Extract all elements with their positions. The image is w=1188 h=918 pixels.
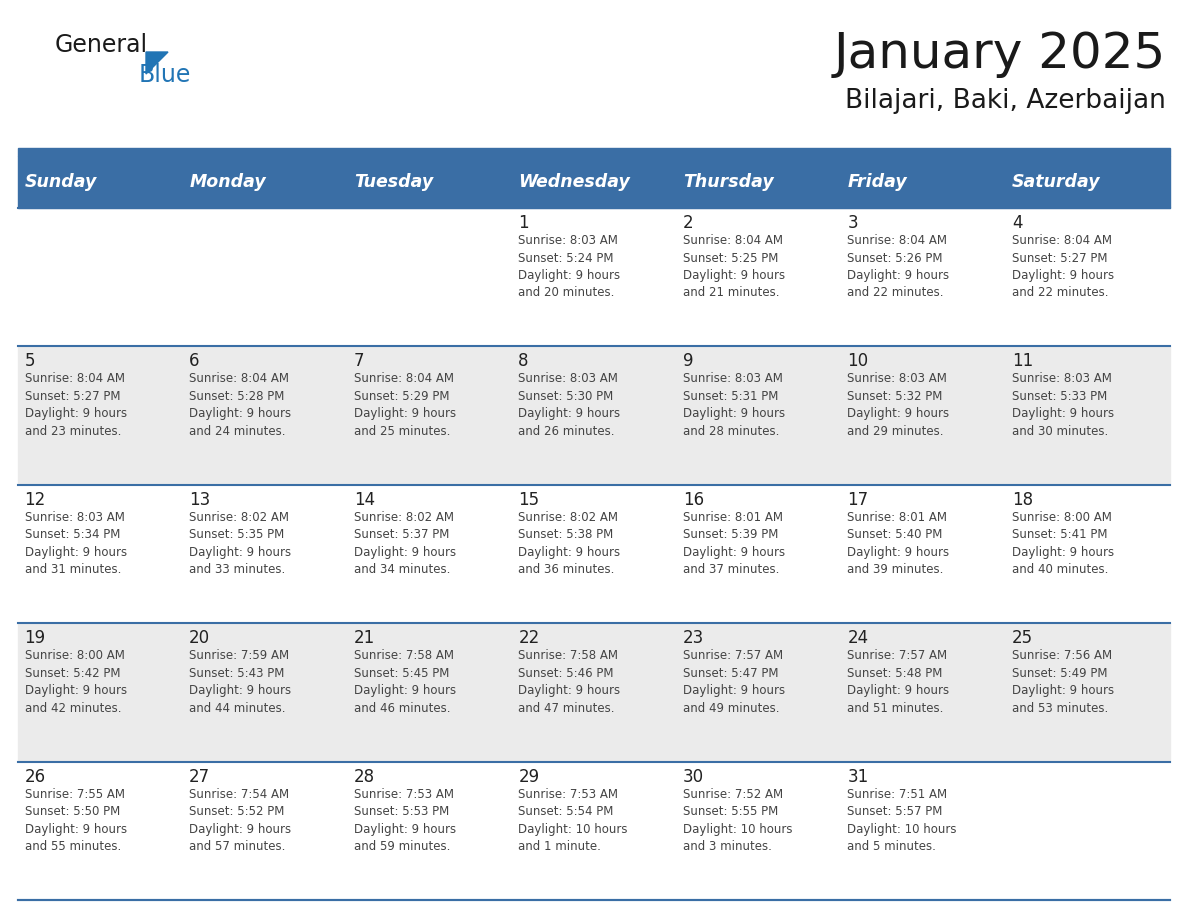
Text: 26: 26 (25, 767, 45, 786)
Text: 19: 19 (25, 629, 45, 647)
Text: Saturday: Saturday (1012, 173, 1100, 191)
Text: 13: 13 (189, 491, 210, 509)
Text: 11: 11 (1012, 353, 1034, 370)
Text: Sunrise: 7:51 AM
Sunset: 5:57 PM
Daylight: 10 hours
and 5 minutes.: Sunrise: 7:51 AM Sunset: 5:57 PM Dayligh… (847, 788, 958, 853)
Text: Monday: Monday (189, 173, 266, 191)
Text: Sunrise: 7:57 AM
Sunset: 5:48 PM
Daylight: 9 hours
and 51 minutes.: Sunrise: 7:57 AM Sunset: 5:48 PM Dayligh… (847, 649, 949, 715)
Text: 18: 18 (1012, 491, 1034, 509)
Text: Sunrise: 8:04 AM
Sunset: 5:25 PM
Daylight: 9 hours
and 21 minutes.: Sunrise: 8:04 AM Sunset: 5:25 PM Dayligh… (683, 234, 785, 299)
Text: 2: 2 (683, 214, 694, 232)
Text: Sunrise: 7:56 AM
Sunset: 5:49 PM
Daylight: 9 hours
and 53 minutes.: Sunrise: 7:56 AM Sunset: 5:49 PM Dayligh… (1012, 649, 1114, 715)
Text: 24: 24 (847, 629, 868, 647)
Text: 30: 30 (683, 767, 704, 786)
Text: Sunrise: 8:00 AM
Sunset: 5:41 PM
Daylight: 9 hours
and 40 minutes.: Sunrise: 8:00 AM Sunset: 5:41 PM Dayligh… (1012, 510, 1114, 577)
Text: Sunrise: 8:04 AM
Sunset: 5:29 PM
Daylight: 9 hours
and 25 minutes.: Sunrise: 8:04 AM Sunset: 5:29 PM Dayligh… (354, 373, 456, 438)
Text: Thursday: Thursday (683, 173, 773, 191)
Text: Sunrise: 8:03 AM
Sunset: 5:24 PM
Daylight: 9 hours
and 20 minutes.: Sunrise: 8:03 AM Sunset: 5:24 PM Dayligh… (518, 234, 620, 299)
Bar (18, 156, 1170, 208)
Text: Sunrise: 8:02 AM
Sunset: 5:37 PM
Daylight: 9 hours
and 34 minutes.: Sunrise: 8:02 AM Sunset: 5:37 PM Dayligh… (354, 510, 456, 577)
Text: 27: 27 (189, 767, 210, 786)
Text: 5: 5 (25, 353, 36, 370)
Text: 4: 4 (1012, 214, 1023, 232)
Text: 10: 10 (847, 353, 868, 370)
Text: January 2025: January 2025 (834, 30, 1165, 78)
Text: 21: 21 (354, 629, 375, 647)
Text: 16: 16 (683, 491, 704, 509)
Text: 14: 14 (354, 491, 375, 509)
Text: Sunrise: 7:58 AM
Sunset: 5:46 PM
Daylight: 9 hours
and 47 minutes.: Sunrise: 7:58 AM Sunset: 5:46 PM Dayligh… (518, 649, 620, 715)
Text: Blue: Blue (139, 63, 191, 87)
Bar (18, 346, 1170, 485)
Text: Sunrise: 7:55 AM
Sunset: 5:50 PM
Daylight: 9 hours
and 55 minutes.: Sunrise: 7:55 AM Sunset: 5:50 PM Dayligh… (25, 788, 127, 853)
Text: 8: 8 (518, 353, 529, 370)
Text: General: General (55, 33, 148, 57)
Text: 28: 28 (354, 767, 375, 786)
Text: Sunrise: 8:03 AM
Sunset: 5:30 PM
Daylight: 9 hours
and 26 minutes.: Sunrise: 8:03 AM Sunset: 5:30 PM Dayligh… (518, 373, 620, 438)
Text: Sunrise: 8:03 AM
Sunset: 5:34 PM
Daylight: 9 hours
and 31 minutes.: Sunrise: 8:03 AM Sunset: 5:34 PM Dayligh… (25, 510, 127, 577)
Text: Sunrise: 8:04 AM
Sunset: 5:28 PM
Daylight: 9 hours
and 24 minutes.: Sunrise: 8:04 AM Sunset: 5:28 PM Dayligh… (189, 373, 291, 438)
Bar (18, 623, 1170, 762)
Text: Sunrise: 7:59 AM
Sunset: 5:43 PM
Daylight: 9 hours
and 44 minutes.: Sunrise: 7:59 AM Sunset: 5:43 PM Dayligh… (189, 649, 291, 715)
Text: 7: 7 (354, 353, 365, 370)
Text: 1: 1 (518, 214, 529, 232)
Text: 15: 15 (518, 491, 539, 509)
Text: Sunrise: 7:58 AM
Sunset: 5:45 PM
Daylight: 9 hours
and 46 minutes.: Sunrise: 7:58 AM Sunset: 5:45 PM Dayligh… (354, 649, 456, 715)
Bar (18, 762, 1170, 900)
Text: Sunrise: 7:54 AM
Sunset: 5:52 PM
Daylight: 9 hours
and 57 minutes.: Sunrise: 7:54 AM Sunset: 5:52 PM Dayligh… (189, 788, 291, 853)
Text: 17: 17 (847, 491, 868, 509)
Text: 6: 6 (189, 353, 200, 370)
Bar (18, 208, 1170, 346)
Bar (18, 485, 1170, 623)
Text: Sunrise: 7:52 AM
Sunset: 5:55 PM
Daylight: 10 hours
and 3 minutes.: Sunrise: 7:52 AM Sunset: 5:55 PM Dayligh… (683, 788, 792, 853)
Text: Sunrise: 7:53 AM
Sunset: 5:53 PM
Daylight: 9 hours
and 59 minutes.: Sunrise: 7:53 AM Sunset: 5:53 PM Dayligh… (354, 788, 456, 853)
Text: Wednesday: Wednesday (518, 173, 630, 191)
Text: Sunrise: 8:01 AM
Sunset: 5:39 PM
Daylight: 9 hours
and 37 minutes.: Sunrise: 8:01 AM Sunset: 5:39 PM Dayligh… (683, 510, 785, 577)
Text: 12: 12 (25, 491, 46, 509)
Text: Sunrise: 8:04 AM
Sunset: 5:27 PM
Daylight: 9 hours
and 22 minutes.: Sunrise: 8:04 AM Sunset: 5:27 PM Dayligh… (1012, 234, 1114, 299)
Text: Friday: Friday (847, 173, 908, 191)
Text: 23: 23 (683, 629, 704, 647)
Polygon shape (146, 52, 168, 74)
Text: 20: 20 (189, 629, 210, 647)
Text: Sunrise: 8:02 AM
Sunset: 5:35 PM
Daylight: 9 hours
and 33 minutes.: Sunrise: 8:02 AM Sunset: 5:35 PM Dayligh… (189, 510, 291, 577)
Text: 3: 3 (847, 214, 858, 232)
Text: Sunrise: 8:00 AM
Sunset: 5:42 PM
Daylight: 9 hours
and 42 minutes.: Sunrise: 8:00 AM Sunset: 5:42 PM Dayligh… (25, 649, 127, 715)
Text: 9: 9 (683, 353, 694, 370)
Text: Bilajari, Baki, Azerbaijan: Bilajari, Baki, Azerbaijan (845, 88, 1165, 114)
Text: Sunrise: 7:53 AM
Sunset: 5:54 PM
Daylight: 10 hours
and 1 minute.: Sunrise: 7:53 AM Sunset: 5:54 PM Dayligh… (518, 788, 627, 853)
Text: 31: 31 (847, 767, 868, 786)
Text: 25: 25 (1012, 629, 1034, 647)
Text: Sunrise: 8:04 AM
Sunset: 5:27 PM
Daylight: 9 hours
and 23 minutes.: Sunrise: 8:04 AM Sunset: 5:27 PM Dayligh… (25, 373, 127, 438)
Text: Sunday: Sunday (25, 173, 97, 191)
Text: 29: 29 (518, 767, 539, 786)
Text: Sunrise: 8:04 AM
Sunset: 5:26 PM
Daylight: 9 hours
and 22 minutes.: Sunrise: 8:04 AM Sunset: 5:26 PM Dayligh… (847, 234, 949, 299)
Text: Sunrise: 8:02 AM
Sunset: 5:38 PM
Daylight: 9 hours
and 36 minutes.: Sunrise: 8:02 AM Sunset: 5:38 PM Dayligh… (518, 510, 620, 577)
Text: Sunrise: 8:03 AM
Sunset: 5:33 PM
Daylight: 9 hours
and 30 minutes.: Sunrise: 8:03 AM Sunset: 5:33 PM Dayligh… (1012, 373, 1114, 438)
Text: 22: 22 (518, 629, 539, 647)
Text: Sunrise: 8:01 AM
Sunset: 5:40 PM
Daylight: 9 hours
and 39 minutes.: Sunrise: 8:01 AM Sunset: 5:40 PM Dayligh… (847, 510, 949, 577)
Bar (18, 148, 1170, 156)
Text: Tuesday: Tuesday (354, 173, 432, 191)
Text: Sunrise: 7:57 AM
Sunset: 5:47 PM
Daylight: 9 hours
and 49 minutes.: Sunrise: 7:57 AM Sunset: 5:47 PM Dayligh… (683, 649, 785, 715)
Text: Sunrise: 8:03 AM
Sunset: 5:31 PM
Daylight: 9 hours
and 28 minutes.: Sunrise: 8:03 AM Sunset: 5:31 PM Dayligh… (683, 373, 785, 438)
Text: Sunrise: 8:03 AM
Sunset: 5:32 PM
Daylight: 9 hours
and 29 minutes.: Sunrise: 8:03 AM Sunset: 5:32 PM Dayligh… (847, 373, 949, 438)
